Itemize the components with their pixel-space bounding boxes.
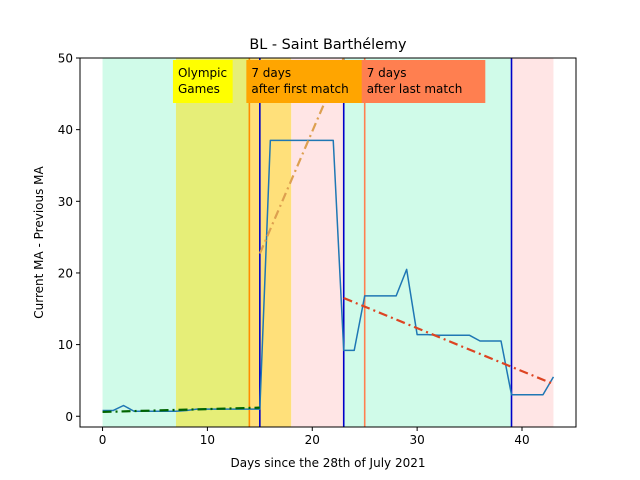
- background-band: [291, 58, 344, 427]
- annotation-line: Games: [178, 82, 220, 96]
- annotation-line: Olympic: [178, 66, 227, 80]
- background-bands: [102, 58, 554, 427]
- background-band: [102, 58, 176, 427]
- x-tick-label: 10: [200, 433, 215, 447]
- annotation: 7 days after first match: [246, 60, 378, 103]
- annotation-line: 7 days: [251, 66, 291, 80]
- y-tick-label: 50: [58, 52, 73, 66]
- series-line: [102, 139, 555, 412]
- plot-frame: [79, 57, 577, 428]
- annotation-line: after last match: [367, 82, 463, 96]
- y-tick-label: 10: [58, 338, 73, 352]
- y-tick-label: 20: [58, 266, 73, 280]
- annotation-line: after first match: [251, 82, 348, 96]
- x-axis-label: Days since the 28th of July 2021: [231, 456, 426, 470]
- annotation-line: 7 days: [367, 66, 407, 80]
- background-band: [343, 58, 512, 427]
- background-band: [175, 58, 250, 427]
- y-axis-label: Current MA - Previous MA: [32, 165, 46, 318]
- background-band: [249, 58, 292, 427]
- annotation-box: [246, 60, 378, 103]
- x-ticks: 0 10 20 30 40: [99, 427, 530, 447]
- annotation-box: [361, 60, 486, 103]
- annotation: Olympic Games: [172, 60, 233, 103]
- x-tick-label: 0: [99, 433, 107, 447]
- x-tick-label: 20: [305, 433, 320, 447]
- y-tick-label: 40: [58, 123, 73, 137]
- background-band: [511, 58, 554, 427]
- y-tick-label: 30: [58, 195, 73, 209]
- annotation: 7 days after last match: [361, 60, 486, 103]
- x-tick-label: 30: [409, 433, 424, 447]
- series-line: [102, 406, 260, 414]
- x-tick-label: 40: [514, 433, 529, 447]
- chart-title: BL - Saint Barthélemy: [249, 37, 407, 53]
- vertical-lines: [248, 58, 513, 427]
- y-ticks: 0 10 20 30 40 50: [58, 52, 80, 424]
- y-tick-label: 0: [65, 410, 73, 424]
- annotation-box: [172, 60, 233, 103]
